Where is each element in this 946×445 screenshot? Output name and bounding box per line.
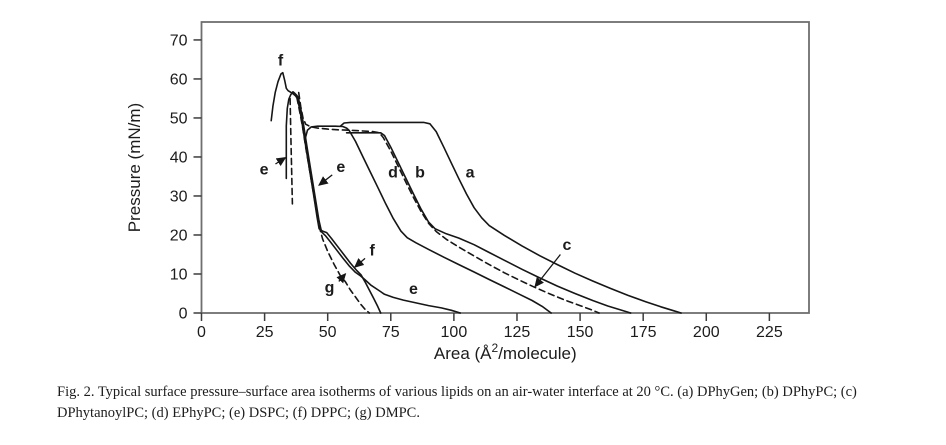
x-tick-label: 0 — [197, 324, 206, 341]
y-axis: 0 10 20 30 40 50 60 70 — [170, 32, 202, 323]
x-tick-label: 100 — [441, 324, 468, 341]
y-tick-label: 70 — [170, 32, 188, 49]
curve-b — [345, 132, 632, 314]
y-tick-label: 0 — [179, 306, 188, 323]
x-tick-label: 225 — [756, 324, 783, 341]
curve-label-f-top: f — [278, 52, 284, 69]
label-arrow-g — [336, 273, 347, 284]
label-arrow-e-upper — [318, 174, 333, 186]
isotherm-chart: 0 25 50 75 100 125 150 175 200 225 0 10 20 30 40 50 60 70… — [125, 21, 810, 363]
x-tick-label: 150 — [567, 324, 594, 341]
curve-label-c: c — [563, 237, 572, 254]
y-tick-label: 20 — [170, 227, 188, 244]
y-tick-label: 60 — [170, 71, 188, 88]
curve-g-collapse — [289, 97, 294, 205]
curve-label-g: g — [325, 279, 335, 296]
label-arrow-c — [534, 254, 561, 288]
curve-label-e-lower: e — [409, 281, 418, 298]
y-axis-title: Pressure (mN/m) — [125, 103, 144, 232]
figure-caption: Fig. 2. Typical surface pressure–surface… — [57, 382, 927, 424]
curve-label-d: d — [388, 164, 398, 181]
annotations: f e e d b a c f g e — [260, 52, 572, 298]
plot-frame — [200, 21, 810, 314]
x-tick-label: 25 — [256, 324, 274, 341]
curve-a — [339, 121, 682, 314]
caption-line-2: DPhytanoylPC; (d) EPhyPC; (e) DSPC; (f) … — [57, 405, 420, 421]
label-arrow-e-left — [275, 157, 287, 167]
y-tick-label: 10 — [170, 266, 188, 283]
curve-d — [304, 125, 552, 314]
curves — [270, 71, 682, 314]
x-tick-label: 125 — [504, 324, 531, 341]
curve-label-b: b — [415, 164, 425, 181]
curve-c — [297, 91, 600, 314]
x-tick-label: 75 — [382, 324, 400, 341]
label-arrow-f-mid — [353, 257, 366, 268]
y-tick-label: 30 — [170, 188, 188, 205]
y-tick-label: 40 — [170, 149, 188, 166]
caption-line-1: Fig. 2. Typical surface pressure–surface… — [57, 384, 857, 400]
curve-label-e-left: e — [260, 162, 269, 179]
x-tick-label: 50 — [319, 324, 337, 341]
y-tick-label: 50 — [170, 110, 188, 127]
curve-e — [285, 91, 461, 314]
curve-g — [296, 96, 371, 314]
curve-label-a: a — [466, 164, 475, 181]
x-tick-label: 200 — [693, 324, 720, 341]
curve-label-e-upper: e — [336, 159, 345, 176]
x-tick-label: 175 — [630, 324, 657, 341]
x-axis: 0 25 50 75 100 125 150 175 200 225 — [197, 313, 783, 341]
curve-label-f-mid: f — [369, 242, 375, 259]
x-axis-title: Area (Å2/molecule) — [434, 341, 577, 363]
